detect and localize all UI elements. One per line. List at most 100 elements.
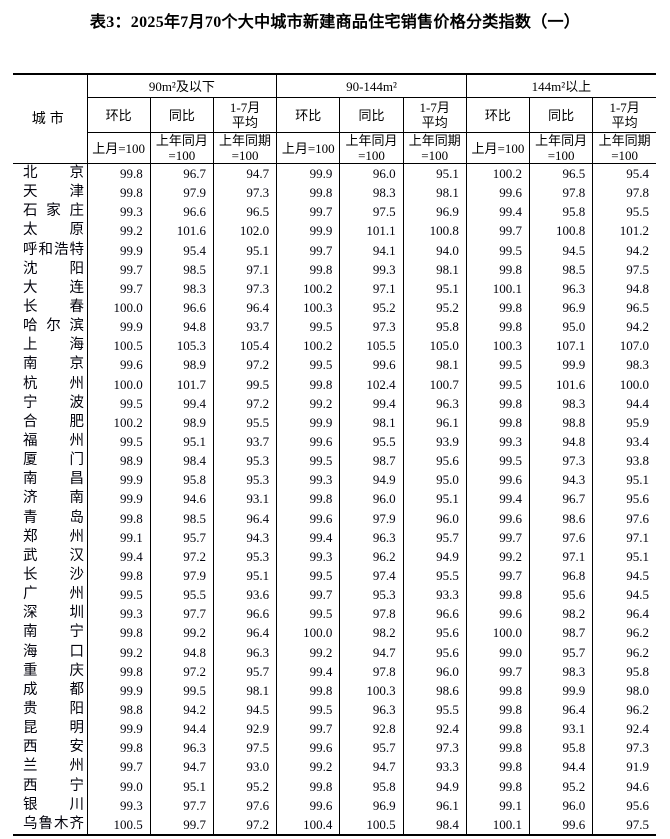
- index-value: 99.7: [465, 221, 531, 241]
- city-name: 沈阳: [13, 259, 88, 279]
- index-value: 97.3: [529, 451, 594, 471]
- group-header-90-144: 90-144m²: [276, 73, 467, 98]
- index-value: 97.9: [149, 183, 214, 203]
- index-value: 99.8: [86, 623, 151, 643]
- index-value: 95.1: [212, 565, 278, 586]
- index-value: 100.0: [465, 623, 531, 643]
- index-value: 94.7: [149, 757, 214, 777]
- index-value: 96.2: [339, 546, 404, 566]
- index-value: 95.7: [529, 642, 594, 662]
- index-value: 95.6: [402, 642, 467, 662]
- index-value: 99.8: [86, 508, 151, 528]
- base-header: 上年同期 =100: [212, 132, 278, 164]
- index-value: 94.8: [149, 642, 214, 662]
- index-value: 99.7: [86, 757, 151, 777]
- city-name: 杭州: [13, 374, 88, 394]
- index-value: 98.1: [402, 183, 467, 203]
- index-value: 99.8: [465, 585, 531, 605]
- index-value: 96.3: [402, 393, 467, 413]
- index-value: 98.2: [529, 604, 594, 624]
- index-value: 96.3: [339, 527, 404, 547]
- index-value: 97.9: [339, 508, 404, 528]
- metric-header-yoy: 同比: [339, 97, 404, 133]
- table-row: 哈尔滨 99.9 94.8 93.7 99.5 97.3 95.8 99.8 95.0 94.2: [13, 317, 656, 337]
- index-value: 97.8: [529, 183, 594, 203]
- index-value: 98.6: [402, 680, 467, 700]
- city-name: 银川: [13, 795, 88, 815]
- index-value: 99.9: [276, 412, 341, 432]
- city-name: 武汉: [13, 546, 88, 566]
- index-value: 99.9: [86, 317, 151, 337]
- index-value: 96.4: [529, 699, 594, 720]
- index-value: 99.9: [86, 680, 151, 700]
- index-value: 99.7: [465, 527, 531, 547]
- index-value: 99.8: [276, 680, 341, 700]
- index-value: 98.1: [402, 259, 467, 279]
- header-group-row: 城市 90m²及以下 90-144m² 144m²以上: [13, 73, 656, 164]
- header-metric-row: 环比 同比 1-7月 平均 环比 同比 1-7月 平均 环比 同比 1-7月 平…: [13, 97, 656, 133]
- base-header: 上月=100: [87, 132, 151, 164]
- index-value: 98.3: [149, 278, 214, 298]
- table-row: 兰州 99.7 94.7 93.0 99.2 94.7 93.3 99.8 94.4 91.9: [13, 757, 656, 777]
- index-value: 99.9: [86, 470, 151, 490]
- index-value: 99.3: [86, 604, 151, 624]
- index-value: 95.2: [339, 297, 404, 318]
- index-value: 95.8: [339, 776, 404, 796]
- index-value: 93.4: [592, 431, 656, 452]
- index-value: 95.6: [592, 795, 656, 815]
- index-value: 100.1: [465, 814, 531, 835]
- index-value: 96.5: [529, 163, 594, 184]
- city-name: 长春: [13, 297, 88, 318]
- index-value: 93.3: [402, 585, 467, 605]
- index-value: 98.3: [592, 355, 656, 375]
- index-value: 95.0: [402, 470, 467, 490]
- index-value: 99.8: [465, 757, 531, 777]
- table-row: 南昌 99.9 95.8 95.3 99.3 94.9 95.0 99.6 94.3 95.1: [13, 470, 656, 490]
- index-value: 99.0: [465, 642, 531, 662]
- index-value: 95.8: [529, 202, 594, 222]
- index-value: 101.7: [149, 374, 214, 394]
- index-value: 97.5: [592, 814, 656, 835]
- table-row: 乌鲁木齐 100.5 99.7 97.2 100.4 100.5 98.4 100.1 99.6…: [13, 814, 656, 835]
- index-value: 94.0: [402, 240, 467, 260]
- index-value: 94.9: [402, 546, 467, 566]
- table-row: 成都 99.9 99.5 98.1 99.8 100.3 98.6 99.8 99.9 98.0: [13, 680, 656, 700]
- index-value: 99.8: [276, 374, 341, 394]
- index-value: 93.1: [212, 489, 278, 509]
- index-value: 99.4: [86, 546, 151, 566]
- metric-header-avg: 1-7月 平均: [402, 97, 467, 133]
- index-value: 96.9: [339, 795, 404, 815]
- index-value: 99.8: [465, 776, 531, 796]
- index-value: 97.3: [402, 738, 467, 758]
- table-row: 宁波 99.5 99.4 97.2 99.2 99.4 96.3 99.8 98.3 94.4: [13, 393, 656, 413]
- index-value: 107.1: [529, 336, 594, 356]
- index-value: 95.6: [402, 623, 467, 643]
- index-value: 94.8: [529, 431, 594, 452]
- table-header: 城市 90m²及以下 90-144m² 144m²以上 环比 同比 1-7月 平…: [13, 73, 656, 164]
- index-value: 99.5: [212, 374, 278, 394]
- index-value: 94.8: [149, 317, 214, 337]
- index-value: 96.6: [149, 202, 214, 222]
- index-value: 99.8: [465, 412, 531, 432]
- index-value: 94.2: [592, 240, 656, 260]
- index-value: 95.4: [149, 240, 214, 260]
- index-value: 95.1: [592, 470, 656, 490]
- city-name: 南京: [13, 355, 88, 375]
- index-value: 99.7: [276, 240, 341, 260]
- index-value: 99.6: [86, 355, 151, 375]
- index-value: 94.3: [529, 470, 594, 490]
- index-value: 96.6: [402, 604, 467, 624]
- index-value: 99.2: [149, 623, 214, 643]
- index-value: 97.2: [149, 661, 214, 681]
- index-value: 92.4: [402, 719, 467, 739]
- index-value: 99.5: [276, 699, 341, 720]
- table-row: 石家庄 99.3 96.6 96.5 99.7 97.5 96.9 99.4 95.8 95.5: [13, 202, 656, 222]
- index-value: 98.7: [339, 451, 404, 471]
- index-value: 95.5: [402, 699, 467, 720]
- index-value: 99.8: [465, 259, 531, 279]
- city-name: 北京: [13, 163, 88, 184]
- index-value: 95.3: [212, 470, 278, 490]
- city-name: 济南: [13, 489, 88, 509]
- metric-header-yoy: 同比: [529, 97, 594, 133]
- index-value: 99.8: [86, 163, 151, 184]
